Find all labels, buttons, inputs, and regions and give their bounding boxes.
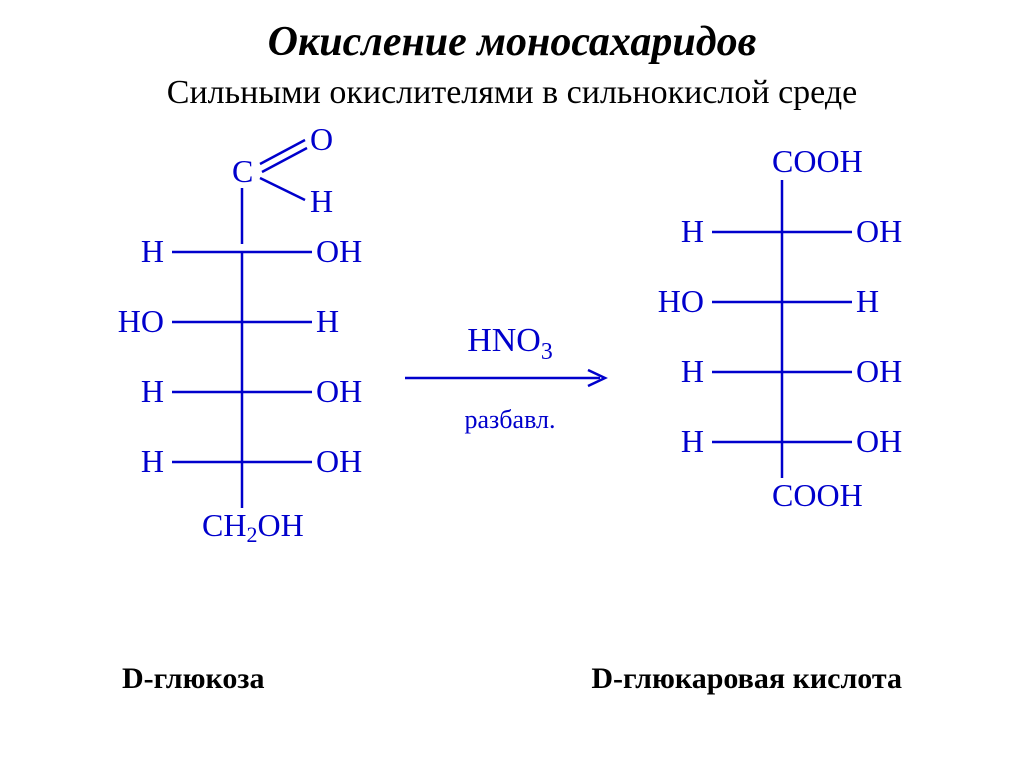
svg-text:H: H xyxy=(316,303,339,339)
svg-text:HO: HO xyxy=(658,283,704,319)
page-title: Окисление моносахаридов xyxy=(0,18,1024,66)
svg-text:OH: OH xyxy=(856,353,902,389)
svg-text:OH: OH xyxy=(316,233,362,269)
svg-text:H: H xyxy=(681,423,704,459)
svg-text:H: H xyxy=(681,213,704,249)
svg-text:COOH: COOH xyxy=(772,143,863,179)
reagent-label: HNO3 xyxy=(400,322,620,366)
svg-text:H: H xyxy=(681,353,704,389)
svg-text:C: C xyxy=(232,153,253,189)
glucaric-acid-label: D-глюкаровая кислота xyxy=(591,662,902,696)
svg-text:H: H xyxy=(856,283,879,319)
reaction-arrow-group: HNO3 разбавл. xyxy=(400,322,620,435)
glucose-structure: COHHOHHOHHOHHOHCH2OH xyxy=(100,122,400,622)
glucaric-acid-structure: COOHHOHHOHHOHHOHCOOH xyxy=(650,122,950,622)
svg-text:H: H xyxy=(141,373,164,409)
svg-text:H: H xyxy=(310,183,333,219)
svg-text:OH: OH xyxy=(316,373,362,409)
svg-text:H: H xyxy=(141,233,164,269)
svg-text:HO: HO xyxy=(118,303,164,339)
glucose-label: D-глюкоза xyxy=(122,662,264,696)
molecule-labels: D-глюкоза D-глюкаровая кислота xyxy=(122,662,902,696)
reaction-arrow xyxy=(400,366,620,396)
page-subtitle: Сильными окислителями в сильнокислой сре… xyxy=(0,74,1024,112)
svg-text:OH: OH xyxy=(856,213,902,249)
reaction-diagram: COHHOHHOHHOHHOHCH2OH HNO3 разбавл. COOHH… xyxy=(0,122,1024,662)
svg-text:H: H xyxy=(141,443,164,479)
svg-text:CH2OH: CH2OH xyxy=(202,507,304,547)
svg-text:COOH: COOH xyxy=(772,477,863,513)
svg-text:OH: OH xyxy=(856,423,902,459)
svg-text:O: O xyxy=(310,122,333,157)
condition-label: разбавл. xyxy=(400,405,620,435)
svg-text:OH: OH xyxy=(316,443,362,479)
